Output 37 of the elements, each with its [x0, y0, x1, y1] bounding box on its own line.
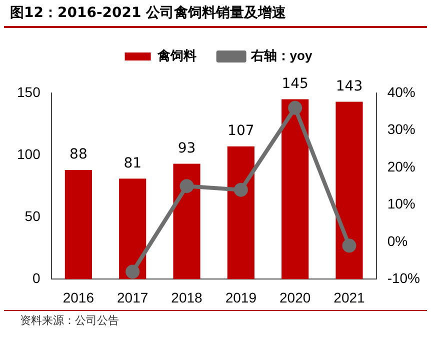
point — [234, 182, 248, 197]
y-tick-label: 50 — [24, 208, 41, 224]
y-tick-label: 100 — [17, 146, 41, 162]
data-label: 88 — [70, 146, 88, 163]
legend-label: 禽饲料 — [156, 48, 196, 64]
y-tick-label: 0 — [32, 270, 41, 286]
x-tick-label: 2020 — [280, 289, 311, 306]
x-tick-label: 2016 — [62, 289, 94, 306]
y2-tick-label: 40% — [387, 84, 416, 100]
y2-tick-label: 20% — [387, 158, 416, 174]
x-tick-label: 2019 — [225, 289, 257, 306]
point — [126, 264, 140, 279]
bar — [336, 102, 363, 280]
x-tick-label: 2018 — [171, 289, 203, 306]
bar — [282, 99, 309, 280]
data-label: 145 — [282, 76, 308, 92]
point — [288, 100, 302, 115]
data-label: 93 — [178, 140, 196, 156]
text: 资料来源：公司公告 — [4, 310, 427, 328]
y2-tick-label: 0% — [387, 232, 408, 249]
y2-tick-label: -10% — [387, 270, 420, 286]
point — [342, 238, 356, 253]
bar — [227, 146, 254, 280]
chart-title: 图12：2016-2021 公司禽饲料销量及增速 — [4, 0, 427, 28]
bar — [64, 170, 92, 280]
bar — [173, 164, 200, 280]
bar — [119, 178, 146, 280]
y2-tick-label: 10% — [387, 196, 416, 212]
data-label: 143 — [336, 78, 363, 94]
data-label: 81 — [124, 155, 142, 172]
legend-label: 右轴：yoy — [250, 48, 313, 64]
y2-tick-label: 30% — [387, 121, 416, 138]
data-label: 107 — [228, 123, 254, 140]
y-tick-label: 150 — [17, 84, 41, 100]
point — [180, 179, 194, 194]
x-tick-label: 2017 — [117, 289, 148, 306]
x-tick-label: 2021 — [334, 289, 366, 306]
